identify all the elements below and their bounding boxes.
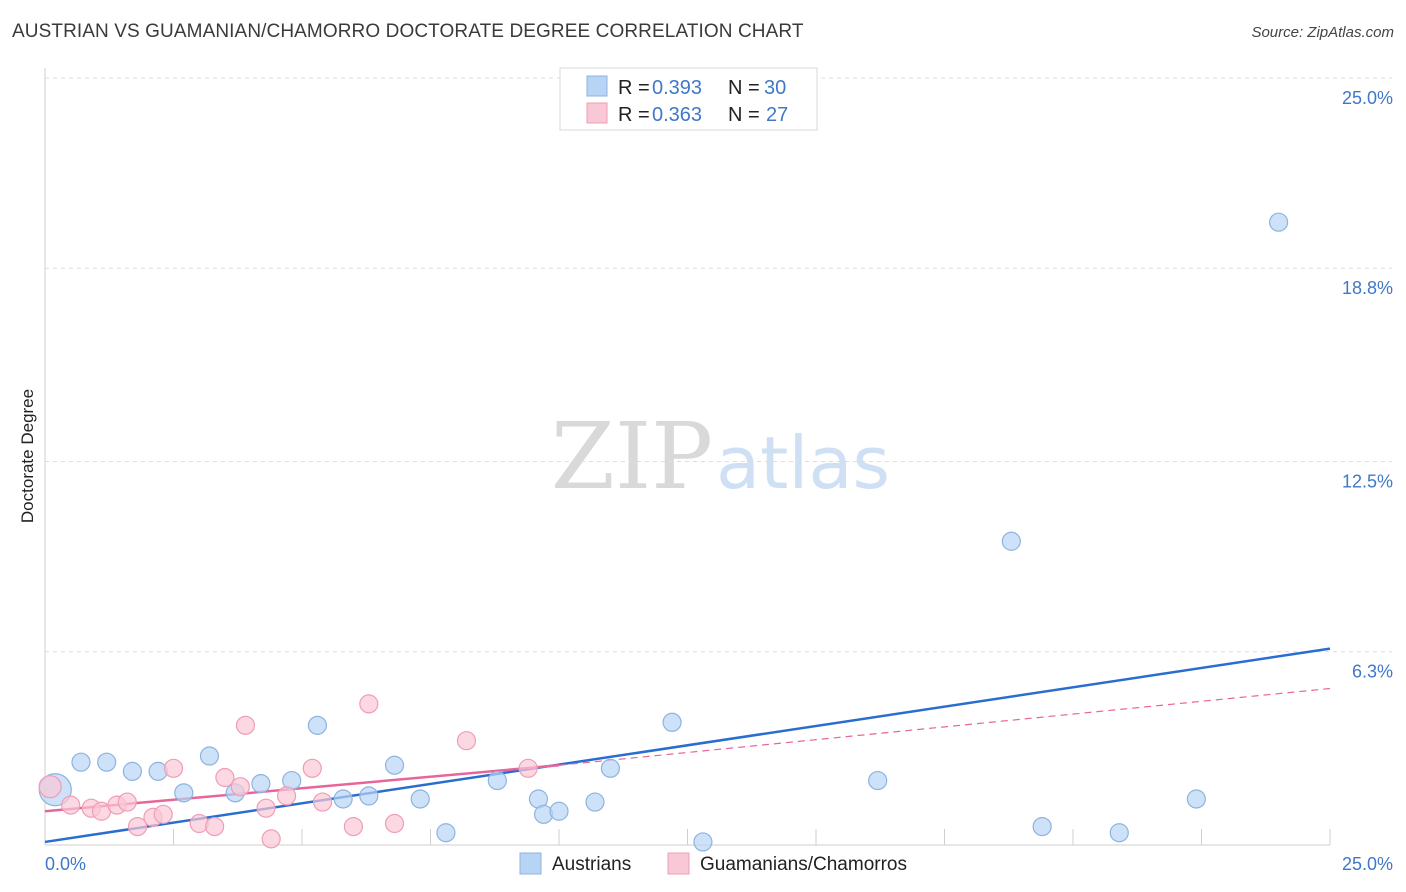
legend-r-label-2: R = (618, 104, 650, 126)
watermark-atlas: atlas (716, 421, 890, 505)
point-guamanians (215, 767, 235, 788)
point-guamanians (302, 758, 322, 778)
bottom-legend-austrians: Austrians (552, 854, 631, 875)
grid-lines (45, 77, 1392, 653)
point-austrians (333, 789, 353, 809)
point-austrians (1186, 789, 1206, 809)
point-austrians (410, 789, 430, 809)
point-austrians (1001, 531, 1021, 551)
point-guamanians (117, 792, 137, 812)
x-tick-label: 0.0% (45, 854, 86, 874)
point-guamanians (518, 758, 538, 778)
y-axis-label: Doctorate Degree (18, 389, 37, 523)
bottom-legend-guamanians: Guamanians/Chamorros (700, 854, 907, 875)
point-guamanians (153, 804, 173, 824)
point-guamanians (359, 694, 379, 714)
point-austrians (174, 783, 194, 803)
legend-r-value-2: 0.363 (652, 104, 702, 126)
legend-n-label-1: N = (728, 77, 760, 99)
legend-n-value-1: 30 (764, 77, 786, 99)
y-tick-label: 18.8% (1342, 278, 1393, 298)
point-austrians (307, 715, 328, 735)
point-austrians (97, 752, 117, 772)
point-guamanians (38, 775, 62, 799)
point-austrians (71, 752, 91, 772)
point-austrians (1032, 816, 1052, 837)
point-guamanians (256, 798, 276, 818)
point-austrians (1268, 212, 1289, 232)
tick-labels: 6.3% 12.5% 18.8% 25.0% 0.0% 25.0% (45, 88, 1393, 874)
point-guamanians (61, 795, 81, 815)
bottom-legend-swatch-guamanians (667, 852, 690, 875)
point-austrians (600, 758, 621, 778)
chart-title: AUSTRIAN VS GUAMANIAN/CHAMORRO DOCTORATE… (12, 21, 804, 42)
point-guamanians (312, 792, 333, 812)
point-guamanians (384, 813, 405, 834)
legend-swatch-austrians (586, 75, 608, 97)
x-tick-label: 25.0% (1342, 854, 1393, 874)
point-austrians (549, 801, 569, 821)
legend-n-value-2: 27 (766, 104, 788, 126)
trend-line-guamanians-extended (558, 687, 1331, 766)
point-guamanians (127, 816, 148, 837)
point-guamanians (205, 816, 225, 837)
point-austrians (662, 712, 682, 732)
point-guamanians (276, 786, 297, 806)
data-points (38, 212, 1289, 852)
point-guamanians (456, 731, 477, 751)
source-label: Source: ZipAtlas.com (1251, 24, 1394, 41)
point-austrians (384, 755, 405, 775)
point-guamanians (230, 777, 250, 797)
bottom-legend: Austrians Guamanians/Chamorros (519, 852, 907, 875)
legend-r-value-1: 0.393 (652, 77, 702, 99)
point-austrians (251, 774, 271, 794)
point-guamanians (163, 758, 184, 778)
point-guamanians (343, 816, 363, 837)
point-austrians (693, 832, 713, 852)
point-austrians (1109, 823, 1129, 843)
point-austrians (487, 770, 507, 791)
point-austrians (436, 823, 456, 843)
watermark-zip: ZIP (551, 403, 713, 510)
trend-line-austrians (44, 647, 1331, 844)
point-austrians (533, 804, 554, 824)
y-tick-label: 25.0% (1342, 88, 1393, 108)
trend-lines (44, 647, 1331, 844)
point-austrians (122, 761, 142, 781)
legend-box: R = 0.393 N = 30 R = 0.363 N = 27 (559, 67, 818, 131)
axes (44, 68, 1331, 846)
point-austrians (868, 770, 888, 791)
point-austrians (585, 792, 605, 812)
legend-swatch-guamanians (586, 102, 608, 124)
point-austrians (359, 786, 379, 806)
point-guamanians (189, 813, 209, 834)
point-guamanians (235, 715, 256, 735)
y-tick-label: 12.5% (1342, 472, 1393, 492)
point-austrians (199, 746, 220, 766)
legend-n-label-2: N = (728, 104, 760, 126)
point-austrians (148, 761, 168, 781)
point-guamanians (261, 829, 281, 849)
y-tick-label: 6.3% (1352, 662, 1393, 682)
legend-r-label-1: R = (618, 77, 650, 99)
bottom-legend-swatch-austrians (519, 852, 542, 875)
